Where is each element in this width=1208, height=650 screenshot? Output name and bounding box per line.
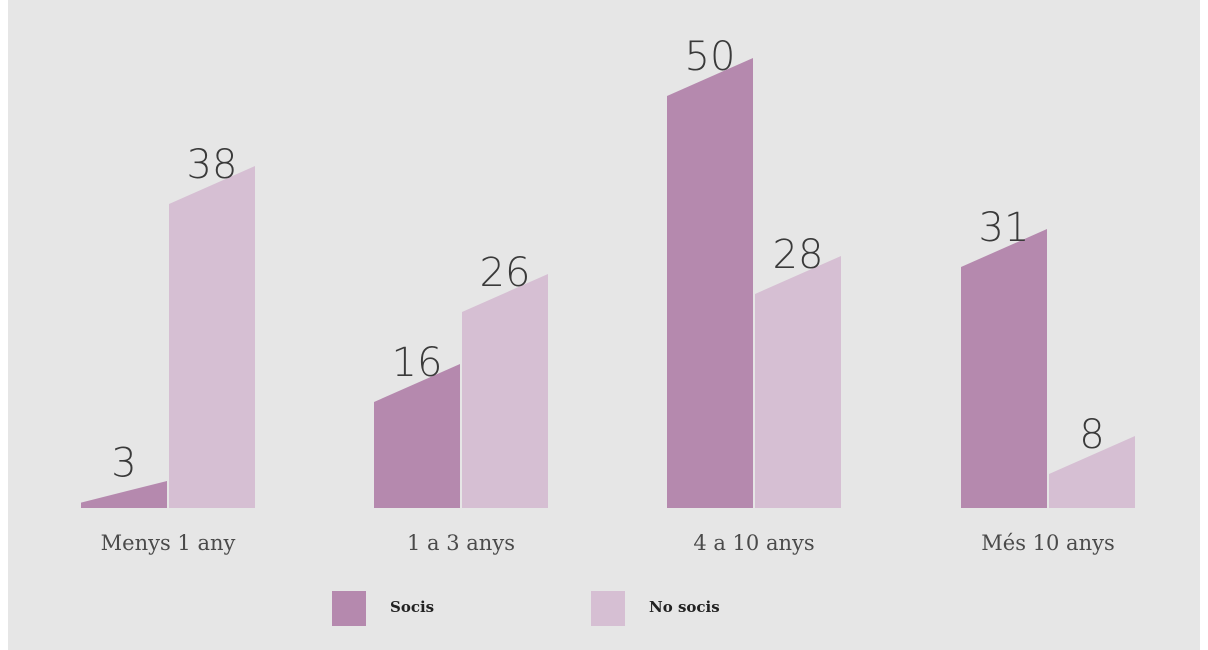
bar-socis [81,481,167,508]
bar-chart: 3 38 Menys 1 any 16 26 1 a 3 anys 50 28 4 a 10 a… [81,34,1135,555]
bar-no-socis [1049,436,1135,508]
x-tick-label: 4 a 10 anys [693,531,814,555]
data-label: 38 [187,142,238,188]
x-tick-label: 1 a 3 anys [407,531,515,555]
bar-group: 31 8 Més 10 anys [961,205,1135,555]
data-label: 28 [773,232,824,278]
bar-group: 3 38 Menys 1 any [81,142,255,555]
data-label: 3 [111,441,136,487]
chart-panel: 3 38 Menys 1 any 16 26 1 a 3 anys 50 28 4 a 10 a… [8,0,1200,650]
legend-label-socis: Socis [390,598,435,616]
x-tick-label: Més 10 anys [981,531,1114,555]
bar-group: 16 26 1 a 3 anys [374,250,548,555]
bar-socis [667,58,753,508]
legend-label-no-socis: No socis [649,598,720,616]
legend-swatch-no-socis [591,591,625,626]
bar-no-socis [755,256,841,508]
data-label: 31 [979,205,1030,251]
bar-socis [961,229,1047,508]
x-tick-label: Menys 1 any [101,531,236,555]
bar-no-socis [462,274,548,508]
data-label: 16 [392,340,443,386]
data-label: 50 [685,34,736,80]
data-label: 8 [1079,412,1104,458]
bar-socis [374,364,460,508]
data-label: 26 [480,250,531,296]
legend-swatch-socis [332,591,366,626]
bar-no-socis [169,166,255,508]
bar-group: 50 28 4 a 10 anys [667,34,841,555]
